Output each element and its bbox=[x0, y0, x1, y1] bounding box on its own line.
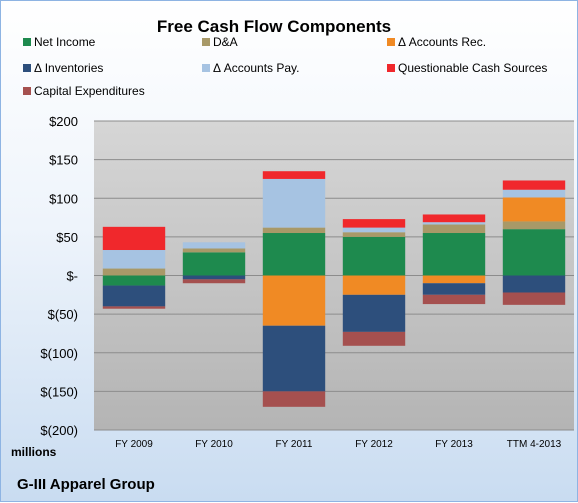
bar-accounts-rec bbox=[422, 275, 486, 284]
bar-d-a bbox=[102, 268, 166, 276]
bar-questionable-cash-sources bbox=[502, 180, 566, 190]
legend-label-accounts-rec: Δ Accounts Rec. bbox=[398, 35, 486, 49]
x-tick-label: FY 2013 bbox=[435, 439, 473, 450]
bar-d-a bbox=[502, 221, 566, 230]
y-tick-label: $(50) bbox=[48, 307, 78, 322]
bar-net-income bbox=[262, 233, 326, 276]
legend-swatch-accounts-pay bbox=[202, 64, 210, 72]
bar-net-income bbox=[182, 252, 246, 276]
legend-swatch-inventories bbox=[23, 64, 31, 72]
y-axis-ticks: $200 $150 $100 $50 $- $(50) $(100) $(150) $(200) bbox=[40, 114, 78, 438]
bar-accounts-pay bbox=[502, 189, 566, 198]
bar-accounts-pay bbox=[182, 242, 246, 249]
x-tick-label: TTM 4-2013 bbox=[507, 439, 562, 450]
y-tick-label: $50 bbox=[56, 230, 78, 245]
bar-d-a bbox=[262, 227, 326, 234]
bar-questionable-cash-sources bbox=[342, 219, 406, 228]
bar-d-a bbox=[342, 232, 406, 237]
footer-label: G-III Apparel Group bbox=[17, 476, 155, 493]
legend-swatch-d-a bbox=[202, 38, 210, 46]
legend: Net Income D&A Δ Accounts Rec. Δ Inventorie… bbox=[23, 35, 547, 98]
bar-inventories bbox=[342, 294, 406, 332]
bar-inventories bbox=[102, 285, 166, 307]
bars bbox=[102, 171, 566, 407]
y-tick-label: $200 bbox=[49, 114, 78, 129]
bar-capital-expenditures bbox=[342, 331, 406, 346]
bar-net-income bbox=[422, 233, 486, 276]
x-tick-label: FY 2010 bbox=[195, 439, 233, 450]
bar-capital-expenditures bbox=[182, 279, 246, 284]
y-tick-label: $(100) bbox=[40, 346, 78, 361]
legend-label-capital-expenditures: Capital Expenditures bbox=[34, 84, 145, 98]
bar-capital-expenditures bbox=[422, 294, 486, 305]
bar-net-income bbox=[342, 236, 406, 276]
legend-label-accounts-pay: Δ Accounts Pay. bbox=[213, 61, 300, 75]
legend-label-questionable-cash-sources: Questionable Cash Sources bbox=[398, 61, 547, 75]
bar-accounts-pay bbox=[262, 178, 326, 228]
bar-accounts-pay bbox=[422, 222, 486, 225]
legend-label-net-income: Net Income bbox=[34, 35, 96, 49]
bar-inventories bbox=[182, 275, 246, 280]
y-tick-label: $- bbox=[66, 269, 78, 284]
bar-accounts-rec bbox=[342, 275, 406, 295]
bar-inventories bbox=[262, 325, 326, 392]
chart-title: Free Cash Flow Components bbox=[157, 17, 391, 36]
bar-capital-expenditures bbox=[502, 292, 566, 305]
bar-d-a bbox=[422, 224, 486, 234]
x-tick-label: FY 2012 bbox=[355, 439, 393, 450]
legend-swatch-questionable-cash-sources bbox=[387, 64, 395, 72]
y-tick-label: $150 bbox=[49, 153, 78, 168]
bar-capital-expenditures bbox=[262, 391, 326, 407]
bar-questionable-cash-sources bbox=[262, 171, 326, 179]
bar-accounts-pay bbox=[342, 227, 406, 233]
bar-capital-expenditures bbox=[102, 306, 166, 309]
x-tick-label: FY 2011 bbox=[276, 439, 313, 450]
legend-label-inventories: Δ Inventories bbox=[34, 61, 103, 75]
legend-swatch-capital-expenditures bbox=[23, 87, 31, 95]
legend-swatch-net-income bbox=[23, 38, 31, 46]
bar-inventories bbox=[502, 275, 566, 293]
bar-net-income bbox=[502, 229, 566, 276]
bar-net-income bbox=[102, 275, 166, 286]
legend-swatch-accounts-rec bbox=[387, 38, 395, 46]
y-tick-label: $(200) bbox=[40, 423, 78, 438]
y-tick-label: $(150) bbox=[40, 384, 78, 399]
bar-questionable-cash-sources bbox=[102, 226, 166, 251]
bar-accounts-rec bbox=[262, 275, 326, 326]
x-axis-ticks: FY 2009 FY 2010 FY 2011 FY 2012 FY 2013 TTM 4… bbox=[115, 439, 561, 450]
bar-accounts-rec bbox=[502, 197, 566, 222]
gridlines bbox=[94, 120, 574, 431]
legend-label-d-a: D&A bbox=[213, 35, 238, 49]
y-tick-label: $100 bbox=[49, 191, 78, 206]
units-label: millions bbox=[11, 445, 57, 459]
x-tick-label: FY 2009 bbox=[115, 439, 153, 450]
bar-d-a bbox=[182, 248, 246, 253]
bar-questionable-cash-sources bbox=[422, 214, 486, 223]
bar-inventories bbox=[422, 283, 486, 295]
bar-accounts-pay bbox=[102, 250, 166, 269]
